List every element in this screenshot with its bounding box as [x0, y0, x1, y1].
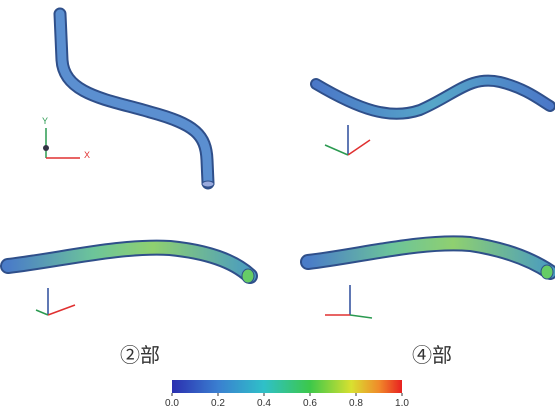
tube [60, 14, 208, 183]
tube [8, 248, 250, 276]
tick-label: 0.2 [211, 398, 225, 409]
axis-label: Y [42, 116, 48, 126]
caption: ④部 [412, 343, 452, 367]
axis-triad [36, 288, 75, 315]
axis-triad [325, 125, 370, 155]
tube [308, 243, 550, 272]
tick-label: 0.6 [303, 398, 317, 409]
axis-triad: Y X [42, 116, 90, 160]
axis-triad [325, 285, 372, 318]
tube-end [202, 181, 214, 187]
caption: ②部 [120, 343, 160, 367]
tick-label: 0.8 [349, 398, 363, 409]
tube-end [541, 265, 553, 279]
tick-label: 0.4 [257, 398, 271, 409]
figure: Y X ②部 ④部 0.0 0.2 0.4 0.6 0.8 1.0 [0, 0, 555, 416]
tick-label: 1.0 [395, 398, 409, 409]
tube [316, 81, 550, 114]
colorbar [172, 380, 402, 393]
tick-label: 0.0 [165, 398, 179, 409]
tube-end [242, 269, 254, 283]
axis-label: X [84, 150, 90, 160]
